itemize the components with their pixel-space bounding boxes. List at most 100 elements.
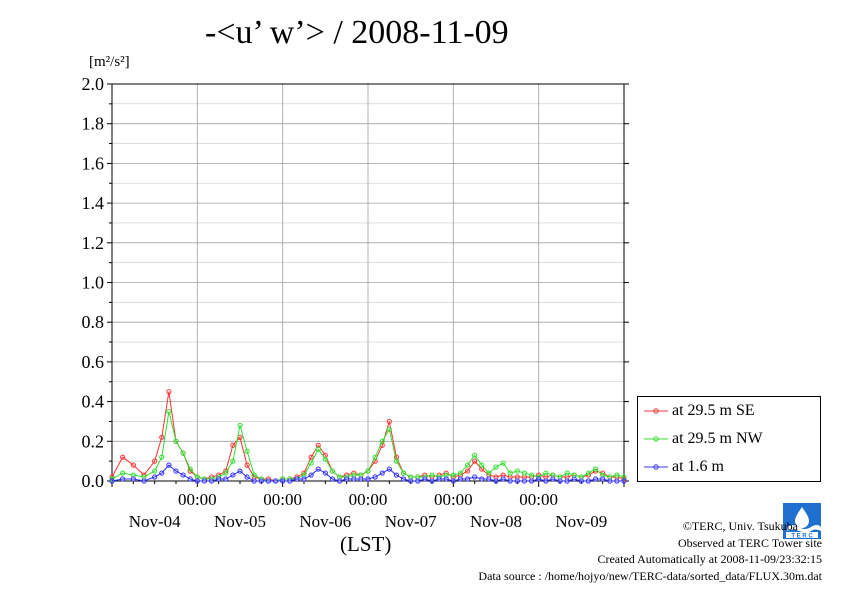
data-point-1 [528,472,535,478]
data-point-2 [287,478,293,484]
data-point-2 [173,468,179,474]
data-point-2 [130,476,136,482]
data-point-2 [415,478,421,484]
legend: at 29.5 m SE at 29.5 m NW at 1.6 m [637,396,821,482]
data-point-1 [472,452,478,458]
x-tick-time-label: 00:00 [263,490,302,509]
data-point-1 [379,438,385,444]
y-tick-label: 1.0 [82,273,105,293]
y-tick-label: 0.4 [82,392,105,412]
credit-source: Data source : /home/hojyo/new/TERC-data/… [478,568,822,583]
data-point-2 [322,470,328,476]
data-point-2 [386,466,392,472]
data-point-2 [223,476,229,482]
data-point-1 [457,470,464,476]
data-point-2 [550,476,556,482]
data-point-2 [557,478,563,484]
data-point-1 [109,476,115,482]
legend-label-nw: at 29.5 m NW [672,430,763,447]
credits: ©TERC, Univ. Tsukuba Observed at TERC To… [478,518,822,584]
y-tick-label: 0.8 [82,312,105,332]
data-point-1 [564,470,570,476]
data-point-2 [457,476,464,482]
y-axis-unit: [m²/s²] [89,54,130,70]
data-point-2 [514,478,520,484]
x-tick-date-label: Nov-04 [129,512,181,531]
data-point-0 [230,442,236,448]
data-point-2 [443,476,449,482]
y-tick-label: 0.2 [82,431,105,451]
data-point-2 [244,474,250,480]
data-point-1 [464,462,471,468]
x-tick-date-label: Nov-09 [555,512,607,531]
data-point-2 [265,478,272,484]
data-point-1 [400,470,407,476]
data-point-2 [422,476,428,482]
data-point-2 [351,476,357,482]
y-tick-label: 2.0 [82,74,105,94]
data-point-2 [479,476,485,482]
x-tick-date-label: Nov-05 [214,512,266,531]
data-point-1 [592,466,599,472]
data-point-2 [521,478,528,484]
data-point-1 [372,454,378,460]
data-point-2 [301,476,307,482]
data-point-1 [251,472,257,478]
data-point-2 [592,476,599,482]
data-point-2 [571,476,577,482]
y-tick-label: 1.6 [82,153,105,173]
terc-logo: T E R C [783,503,821,539]
data-point-2 [187,476,193,482]
data-point-2 [500,476,506,482]
y-tick-label: 1.4 [82,193,105,213]
data-point-1 [308,460,314,466]
legend-label-low: at 1.6 m [672,458,724,475]
data-point-2 [336,478,343,484]
x-tick-time-label: 00:00 [178,490,217,509]
data-point-1 [585,470,592,476]
data-point-1 [479,462,485,468]
data-point-0 [130,462,136,468]
data-point-2 [564,478,570,484]
data-point-2 [194,478,200,484]
data-point-2 [600,476,606,482]
data-point-2 [400,476,407,482]
data-point-2 [379,470,385,476]
data-point-2 [365,476,371,482]
data-point-1 [237,422,243,429]
x-tick-time-label: 00:00 [434,490,473,509]
legend-label-se: at 29.5 m SE [672,402,755,419]
legend-item-se: at 29.5 m SE [644,401,755,421]
credit-copyright: ©TERC, Univ. Tsukuba [682,519,798,533]
data-point-2 [464,476,471,482]
y-tick-label: 0.6 [82,352,105,372]
data-point-1 [493,464,499,470]
chart-title: -<u’ w’> / 2008-11-09 [205,14,509,51]
data-point-1 [500,460,506,466]
data-point-0 [120,454,126,460]
data-point-2 [450,478,456,484]
credit-site: Observed at TERC Tower site [677,535,822,550]
y-tick-label: 1.2 [82,233,105,253]
data-point-2 [436,476,442,482]
x-tick-time-label: 00:00 [349,490,388,509]
data-point-0 [166,389,172,395]
data-point-2 [543,478,549,484]
x-tick-date-label: Nov-06 [299,512,351,531]
data-point-2 [393,472,400,478]
data-point-2 [208,478,215,484]
data-point-2 [429,478,435,484]
data-point-0 [244,462,250,468]
data-point-1 [521,470,528,476]
data-point-2 [166,462,172,468]
data-point-1 [152,468,158,474]
data-point-1 [322,456,328,462]
data-point-2 [493,478,499,484]
data-point-0 [472,458,478,464]
data-point-1 [450,472,456,478]
data-point-2 [237,468,243,474]
data-point-2 [578,478,584,484]
data-point-2 [294,476,300,482]
x-tick-date-label: Nov-08 [470,512,522,531]
data-point-1 [507,470,513,476]
